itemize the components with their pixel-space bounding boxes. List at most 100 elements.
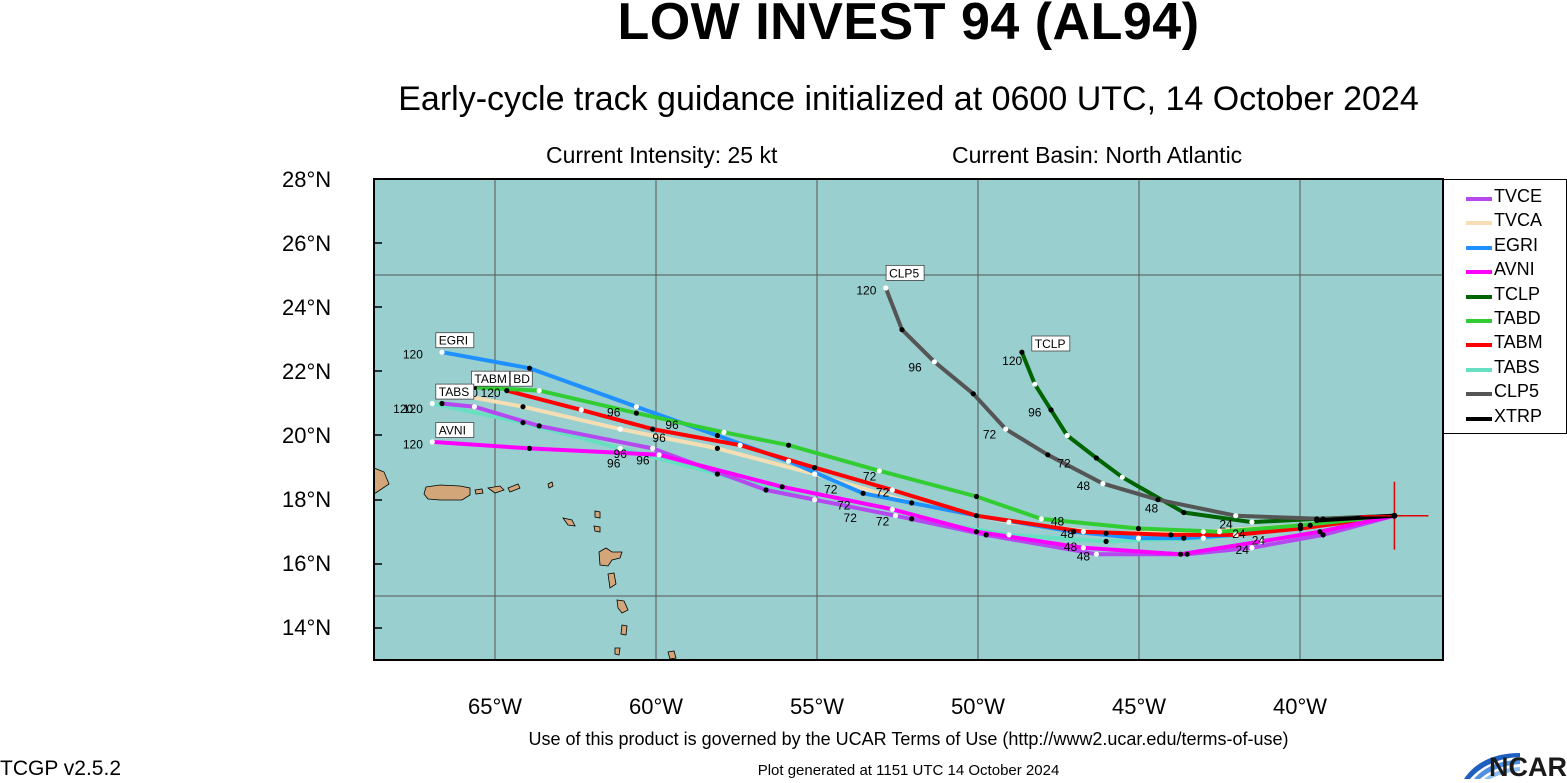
map-subtitle: Early-cycle track guidance initialized a… (398, 80, 1419, 118)
forecast-point (633, 404, 640, 410)
track-tag: EGRI (435, 332, 475, 349)
legend-label: TABM (1494, 332, 1543, 353)
forecast-point (1314, 517, 1320, 524)
forecast-point (1233, 513, 1239, 519)
forecast-point (1093, 455, 1099, 461)
legend-item-clp5: CLP5 (1444, 381, 1567, 405)
lon-tick-label: 45°W (1111, 694, 1167, 719)
legend-item-tclp: TCLP (1444, 284, 1567, 308)
version-label: TCGP v2.5.2 (0, 757, 121, 780)
forecast-hour-label: 48 (1077, 479, 1091, 493)
forecast-point (1048, 407, 1054, 413)
forecast-point (1320, 532, 1326, 538)
forecast-hour-label: 72 (983, 428, 997, 442)
legend-item-egri: EGRI (1444, 235, 1567, 259)
forecast-point (983, 532, 989, 538)
forecast-point (892, 513, 899, 519)
lon-tick-label: 55°W (789, 694, 845, 719)
caribbean-islands (373, 467, 677, 660)
legend-swatch (1466, 221, 1492, 226)
forecast-hour-label: 48 (1051, 514, 1065, 528)
forecast-hour-label: 72 (876, 514, 890, 528)
forecast-point (1307, 522, 1313, 528)
forecast-point (1071, 529, 1077, 535)
forecast-point (617, 426, 623, 432)
track-tag-label: EGRI (439, 334, 468, 348)
legend-label: EGRI (1494, 234, 1539, 255)
st-lucia (620, 624, 628, 636)
forecast-point (876, 468, 882, 474)
forecast-hour-label: 96 (607, 457, 621, 471)
forecast-point (1184, 551, 1190, 557)
legend-swatch (1466, 245, 1492, 250)
generated-timestamp: Plot generated at 1151 UTC 14 October 20… (757, 762, 1060, 779)
legend-swatch (1466, 367, 1492, 372)
forecast-point (714, 445, 721, 451)
forecast-point (1103, 530, 1109, 536)
forecast-point (1216, 529, 1223, 535)
forecast-hour-label: 48 (1061, 527, 1075, 541)
forecast-point (1135, 525, 1142, 532)
forecast-point (1155, 497, 1161, 503)
st-vincent (614, 647, 621, 656)
legend-swatch (1466, 319, 1492, 323)
island-small (474, 488, 484, 495)
forecast-point (899, 327, 905, 333)
forecast-point (1003, 426, 1009, 432)
forecast-point (931, 359, 938, 365)
forecast-point (1103, 538, 1109, 545)
forecast-point (779, 484, 785, 490)
track-tag-label: TCLP (1035, 337, 1066, 351)
track-tag: BD (509, 370, 533, 387)
forecast-point (1200, 529, 1206, 535)
forecast-hour-label: 96 (636, 453, 650, 467)
track-tag-box (885, 264, 925, 281)
puerto-rico (423, 484, 471, 501)
tick-marks (374, 242, 382, 629)
forecast-point (1006, 519, 1012, 525)
ocean-background (374, 179, 1443, 660)
forecast-hour-label: 72 (837, 498, 851, 512)
forecast-point (526, 365, 533, 371)
ncar-swoosh-icon (1464, 753, 1520, 779)
forecast-point (1181, 509, 1187, 516)
map-title: LOW INVEST 94 (AL94) (617, 0, 1200, 51)
track-tag: CLP5 (885, 264, 925, 281)
forecast-point (786, 458, 792, 464)
forecast-point (1135, 535, 1142, 541)
forecast-point (812, 471, 818, 477)
track-tabm (504, 388, 1397, 537)
forecast-hour-label: 48 (1077, 550, 1091, 564)
forecast-hour-label: 72 (863, 469, 877, 483)
track-tag-label: TABS (439, 385, 469, 399)
track-tag: TABM (470, 370, 510, 387)
forecast-point (633, 410, 640, 416)
forecast-hour-label: 120 (856, 283, 876, 297)
legend-swatch (1466, 392, 1492, 397)
track-tag-box (435, 332, 475, 349)
legend-item-tvce: TVCE (1444, 186, 1567, 210)
lat-tick-label: 28°N (282, 167, 332, 192)
forecast-point (520, 404, 526, 410)
forecast-point (617, 445, 623, 451)
forecast-point (1038, 516, 1044, 522)
lat-tick-label: 18°N (282, 487, 332, 512)
island-small (486, 485, 505, 494)
forecast-point (1100, 481, 1106, 487)
forecast-point (650, 426, 656, 432)
forecast-point (1064, 432, 1070, 439)
legend-label: TCLP (1494, 283, 1541, 304)
forecast-point (536, 388, 542, 394)
forecast-point (650, 445, 656, 451)
island-small (507, 483, 521, 493)
legend-label: AVNI (1494, 259, 1535, 280)
track-tag-box (435, 422, 475, 438)
lat-tick-label: 16°N (282, 551, 332, 576)
track-tag-box (1031, 335, 1071, 352)
forecast-hour-label: 24 (1232, 527, 1246, 541)
track-tag-label: AVNI (439, 424, 466, 438)
forecast-point (1032, 381, 1038, 387)
forecast-point (1200, 535, 1206, 541)
forecast-point (970, 391, 976, 397)
legend-label: TVCE (1494, 186, 1543, 206)
